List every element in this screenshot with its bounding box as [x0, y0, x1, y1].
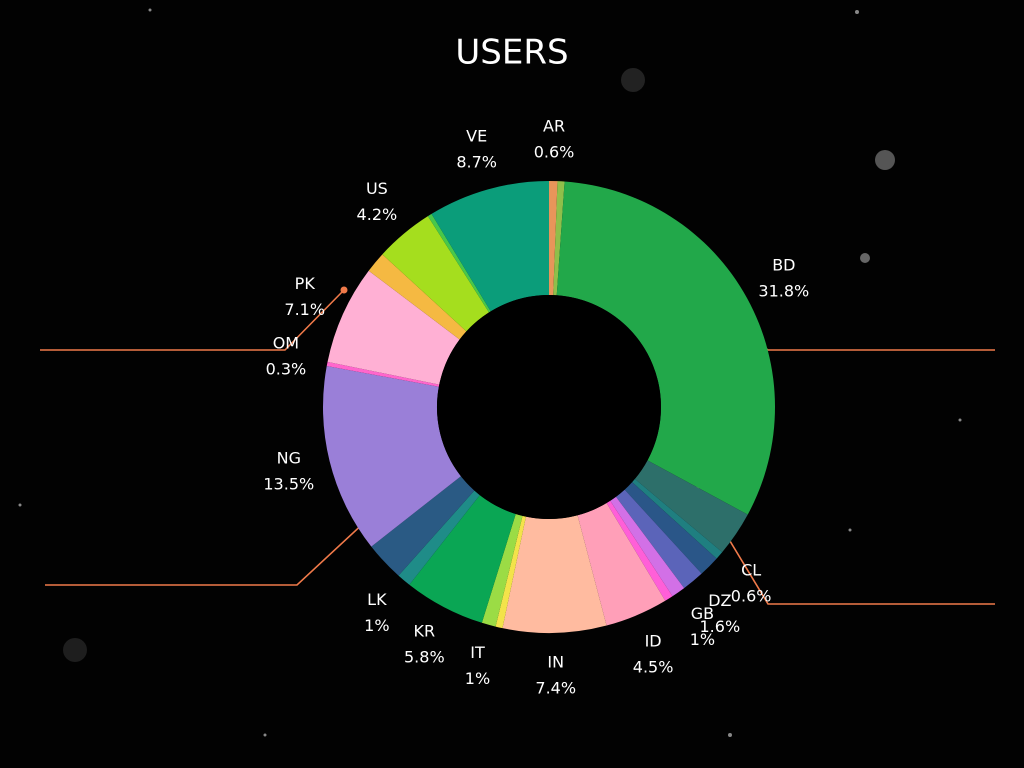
- slice-label: NG: [277, 449, 301, 468]
- star: [958, 418, 962, 422]
- donut-hole: [437, 295, 661, 519]
- slice: [632, 478, 723, 559]
- star: [18, 503, 22, 507]
- slice-value-label: 0.3%: [266, 359, 307, 378]
- slice-label: US: [366, 179, 388, 198]
- leader-dot: [340, 286, 348, 294]
- slice: [624, 482, 717, 574]
- slice-label: BD: [772, 255, 795, 274]
- slice: [495, 515, 526, 629]
- slice-label: OM: [273, 333, 299, 352]
- slice: [553, 181, 565, 296]
- star: [860, 253, 870, 263]
- star: [875, 150, 895, 170]
- slice-label: KR: [414, 622, 436, 641]
- slice: [431, 181, 549, 312]
- slice-label: LK: [367, 590, 387, 609]
- slice-value-label: 8.7%: [456, 152, 497, 171]
- slice-label: IT: [470, 643, 485, 662]
- slice-value-label: 7.4%: [535, 678, 576, 697]
- slice-label: PK: [295, 274, 316, 293]
- star: [621, 68, 645, 92]
- slice-label: ID: [645, 631, 662, 650]
- chart-title: USERS: [455, 33, 568, 73]
- slice-value-label: 31.8%: [758, 281, 809, 300]
- slice: [382, 216, 489, 332]
- slice-value-label: 13.5%: [263, 475, 314, 494]
- slice-value-label: 1%: [364, 616, 389, 635]
- stars: [18, 8, 962, 737]
- slice-value-label: 4.2%: [357, 205, 398, 224]
- leader-line: [40, 289, 345, 351]
- star: [848, 528, 852, 532]
- slice: [606, 500, 673, 601]
- slice: [371, 476, 475, 576]
- slice: [368, 254, 467, 340]
- slice-label: CL: [741, 560, 761, 579]
- slice-value-label: 4.5%: [633, 657, 674, 676]
- slice-value-label: 0.6%: [534, 143, 575, 162]
- slice-label: GB: [691, 604, 714, 623]
- slice: [427, 213, 491, 313]
- slice-value-label: 1.6%: [700, 617, 741, 636]
- slice: [409, 495, 516, 623]
- star: [855, 10, 859, 14]
- slice: [634, 460, 748, 553]
- slice-value-label: 1%: [465, 669, 490, 688]
- slice-label: AR: [543, 117, 565, 136]
- slice: [326, 361, 440, 387]
- slice: [323, 366, 461, 547]
- slice-label: VE: [466, 126, 487, 145]
- slice-value-label: 5.8%: [404, 648, 445, 667]
- slice-value-label: 1%: [690, 630, 715, 649]
- slice: [502, 515, 607, 634]
- slice: [327, 270, 460, 385]
- star: [728, 733, 732, 737]
- star: [263, 733, 267, 737]
- slice-label: DZ: [708, 591, 731, 610]
- slice: [398, 490, 480, 585]
- slice: [577, 503, 666, 626]
- star: [63, 638, 87, 662]
- slice-value-label: 7.1%: [284, 300, 325, 319]
- star: [148, 8, 152, 12]
- slice: [549, 181, 558, 296]
- slice-value-label: 0.6%: [731, 586, 772, 605]
- slice: [610, 496, 685, 597]
- slice: [481, 513, 523, 627]
- slice: [556, 181, 775, 515]
- slice: [615, 489, 702, 589]
- slice-label: IN: [547, 652, 564, 671]
